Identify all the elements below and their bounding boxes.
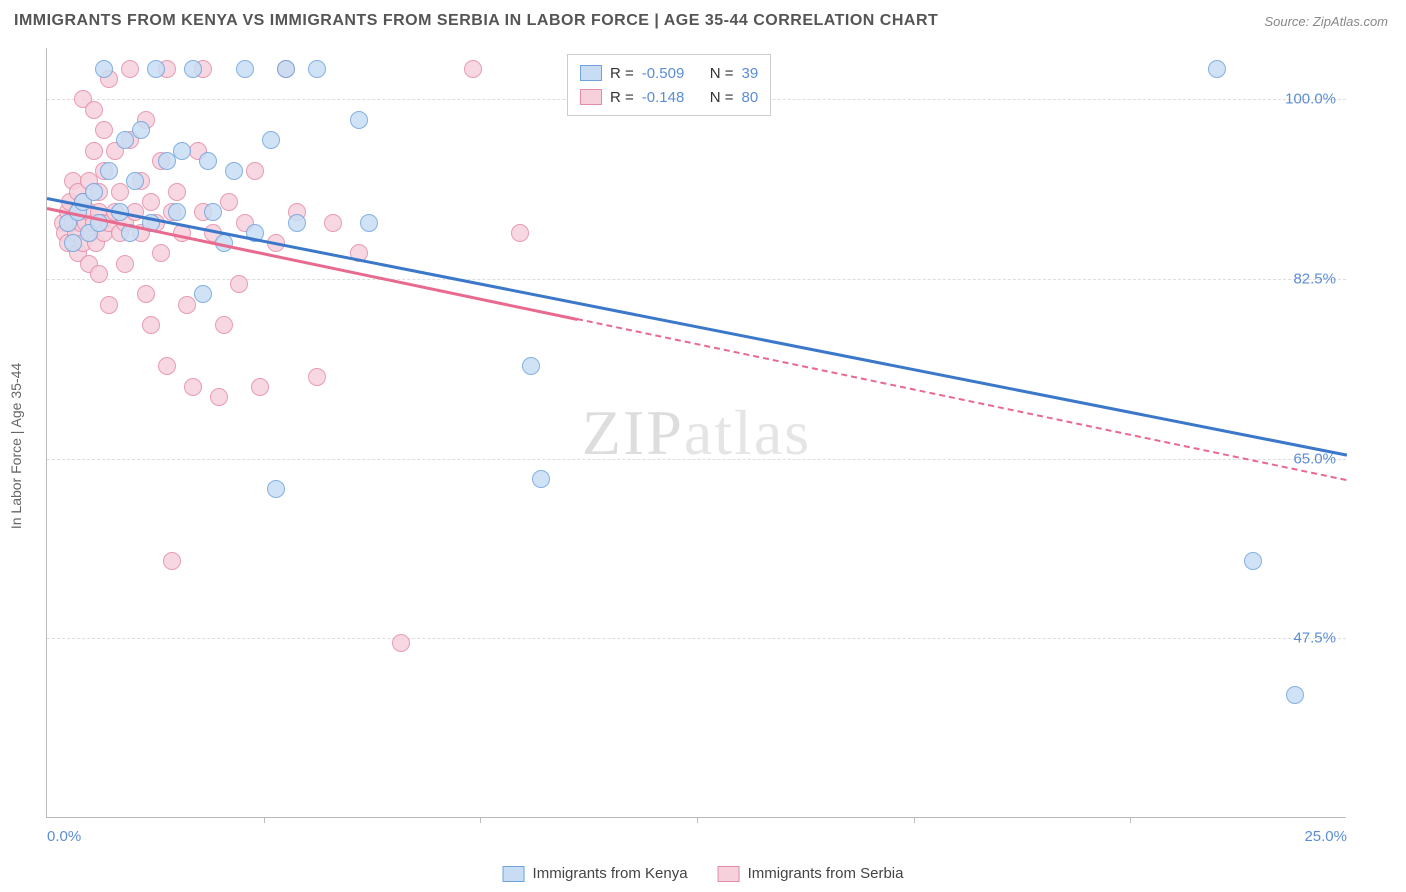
scatter-point	[158, 152, 176, 170]
scatter-point	[85, 183, 103, 201]
correlation-legend: R = -0.509 N = 39 R = -0.148 N = 80	[567, 54, 771, 116]
trend-line	[47, 197, 1348, 457]
scatter-point	[163, 552, 181, 570]
scatter-point	[350, 111, 368, 129]
scatter-point	[95, 121, 113, 139]
scatter-point	[1244, 552, 1262, 570]
x-tick-label: 0.0%	[47, 828, 81, 845]
scatter-point	[126, 172, 144, 190]
bottom-legend-item: Immigrants from Serbia	[718, 865, 904, 882]
scatter-point	[220, 193, 238, 211]
scatter-point	[152, 244, 170, 262]
chart-title: IMMIGRANTS FROM KENYA VS IMMIGRANTS FROM…	[14, 12, 938, 30]
y-tick-label: 47.5%	[1293, 630, 1336, 647]
scatter-point	[142, 193, 160, 211]
legend-r-value: -0.148	[642, 89, 702, 106]
legend-row: R = -0.509 N = 39	[580, 61, 758, 85]
plot-area: ZIPatlas 47.5%65.0%82.5%100.0%0.0%25.0%R…	[46, 48, 1346, 818]
scatter-point	[251, 378, 269, 396]
scatter-point	[464, 60, 482, 78]
scatter-point	[184, 378, 202, 396]
scatter-point	[116, 131, 134, 149]
x-tick	[697, 817, 698, 823]
scatter-point	[173, 142, 191, 160]
x-tick	[1130, 817, 1131, 823]
gridline-horizontal	[47, 459, 1346, 460]
scatter-point	[111, 183, 129, 201]
legend-swatch	[718, 866, 740, 882]
scatter-point	[532, 470, 550, 488]
scatter-point	[308, 60, 326, 78]
legend-swatch	[580, 65, 602, 81]
scatter-point	[184, 60, 202, 78]
scatter-point	[288, 214, 306, 232]
legend-swatch	[580, 89, 602, 105]
scatter-point	[215, 316, 233, 334]
legend-r-label: R =	[610, 89, 634, 106]
gridline-horizontal	[47, 638, 1346, 639]
scatter-point	[90, 265, 108, 283]
scatter-point	[511, 224, 529, 242]
scatter-point	[116, 255, 134, 273]
x-tick	[264, 817, 265, 823]
scatter-point	[64, 234, 82, 252]
scatter-point	[121, 60, 139, 78]
scatter-point	[267, 480, 285, 498]
legend-row: R = -0.148 N = 80	[580, 85, 758, 109]
scatter-point	[1208, 60, 1226, 78]
scatter-point	[95, 60, 113, 78]
scatter-point	[277, 60, 295, 78]
scatter-point	[522, 357, 540, 375]
legend-r-value: -0.509	[642, 65, 702, 82]
y-tick-label: 100.0%	[1285, 91, 1336, 108]
legend-n-value: 80	[742, 89, 759, 106]
x-tick-label: 25.0%	[1304, 828, 1347, 845]
y-axis-title: In Labor Force | Age 35-44	[8, 363, 24, 529]
x-tick	[480, 817, 481, 823]
trend-line	[577, 318, 1347, 481]
scatter-point	[168, 203, 186, 221]
scatter-point	[168, 183, 186, 201]
scatter-point	[324, 214, 342, 232]
scatter-point	[137, 285, 155, 303]
scatter-point	[100, 162, 118, 180]
legend-n-label: N =	[710, 65, 734, 82]
bottom-legend-label: Immigrants from Kenya	[533, 865, 688, 882]
scatter-point	[230, 275, 248, 293]
legend-n-value: 39	[742, 65, 759, 82]
scatter-point	[142, 316, 160, 334]
legend-r-label: R =	[610, 65, 634, 82]
scatter-point	[1286, 686, 1304, 704]
scatter-point	[308, 368, 326, 386]
x-tick	[914, 817, 915, 823]
scatter-point	[85, 142, 103, 160]
scatter-point	[392, 634, 410, 652]
scatter-point	[236, 60, 254, 78]
scatter-point	[100, 296, 118, 314]
scatter-point	[132, 121, 150, 139]
scatter-point	[85, 101, 103, 119]
y-tick-label: 82.5%	[1293, 271, 1336, 288]
bottom-legend-label: Immigrants from Serbia	[748, 865, 904, 882]
scatter-point	[178, 296, 196, 314]
bottom-legend-item: Immigrants from Kenya	[503, 865, 688, 882]
scatter-point	[147, 60, 165, 78]
scatter-point	[199, 152, 217, 170]
scatter-point	[204, 203, 222, 221]
legend-n-label: N =	[710, 89, 734, 106]
scatter-point	[210, 388, 228, 406]
scatter-point	[158, 357, 176, 375]
scatter-point	[225, 162, 243, 180]
legend-swatch	[503, 866, 525, 882]
source-label: Source: ZipAtlas.com	[1264, 14, 1388, 29]
scatter-point	[360, 214, 378, 232]
bottom-legend: Immigrants from Kenya Immigrants from Ser…	[503, 865, 904, 882]
scatter-point	[246, 162, 264, 180]
scatter-point	[194, 285, 212, 303]
scatter-point	[262, 131, 280, 149]
